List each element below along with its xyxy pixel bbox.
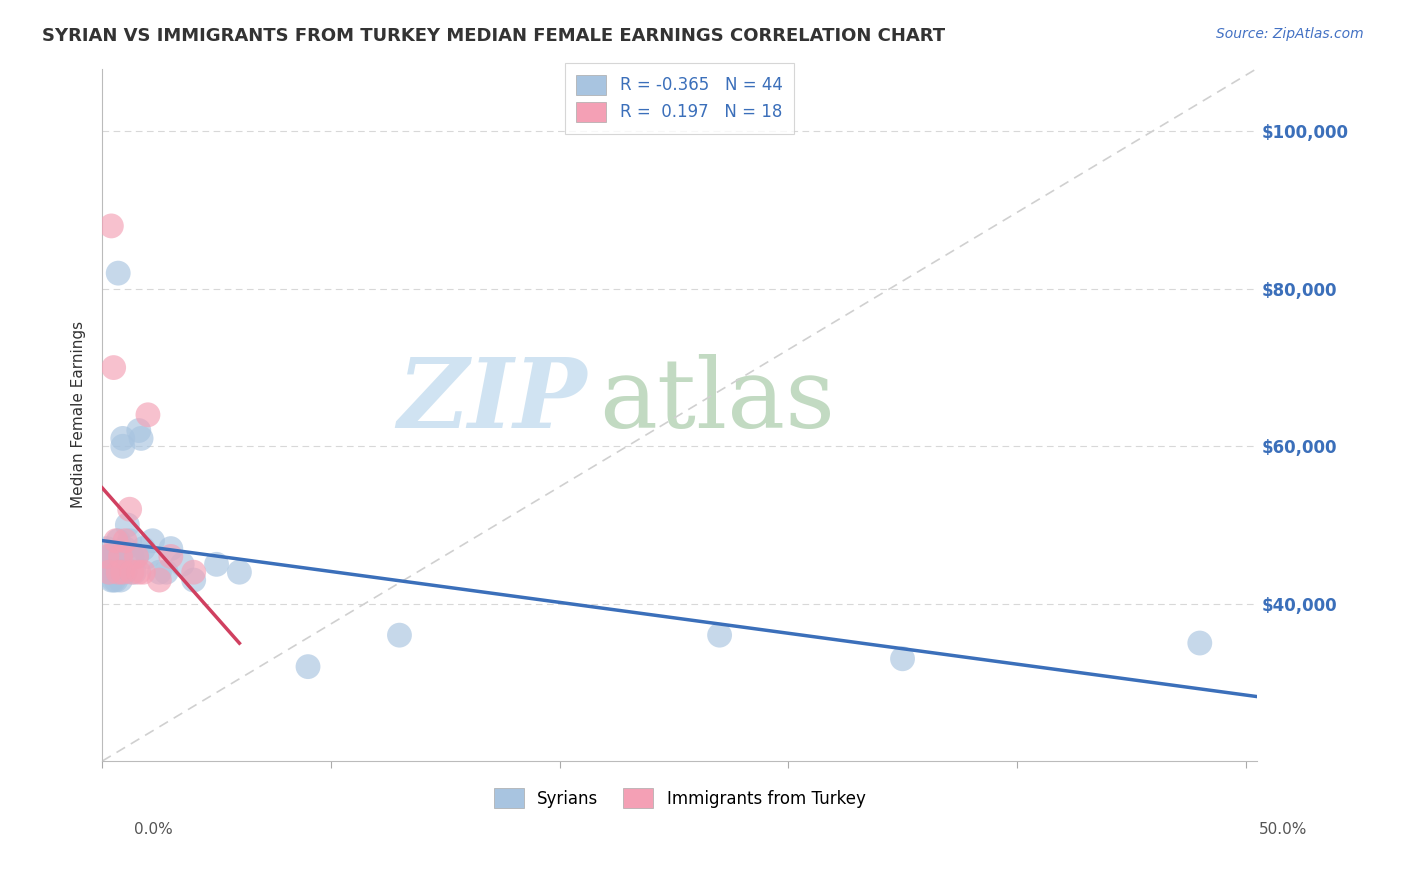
Point [104, 573, 127, 587]
Point [125, 549, 148, 564]
Point [891, 652, 914, 666]
Text: SYRIAN VS IMMIGRANTS FROM TURKEY MEDIAN FEMALE EARNINGS CORRELATION CHART: SYRIAN VS IMMIGRANTS FROM TURKEY MEDIAN … [42, 27, 945, 45]
Point [114, 565, 136, 579]
Point [114, 533, 136, 548]
Legend: Syrians, Immigrants from Turkey: Syrians, Immigrants from Turkey [486, 781, 872, 815]
Point [107, 266, 129, 280]
Point [96, 549, 118, 564]
Point [118, 502, 141, 516]
Text: 50.0%: 50.0% [1260, 822, 1308, 837]
Point [118, 533, 141, 548]
Point [103, 565, 125, 579]
Point [129, 431, 152, 445]
Point [111, 439, 134, 453]
Point [183, 573, 205, 587]
Point [132, 565, 155, 579]
Point [159, 549, 181, 564]
Point [117, 518, 139, 533]
Point [110, 549, 132, 564]
Point [388, 628, 411, 642]
Text: Source: ZipAtlas.com: Source: ZipAtlas.com [1216, 27, 1364, 41]
Point [172, 558, 194, 572]
Point [111, 565, 134, 579]
Point [297, 659, 319, 673]
Y-axis label: Median Female Earnings: Median Female Earnings [72, 321, 86, 508]
Point [107, 533, 129, 548]
Point [103, 549, 125, 564]
Point [98, 565, 121, 579]
Point [104, 565, 127, 579]
Point [100, 219, 122, 233]
Point [103, 558, 125, 572]
Point [228, 565, 250, 579]
Point [709, 628, 731, 642]
Point [107, 565, 129, 579]
Point [148, 565, 170, 579]
Point [96, 541, 118, 556]
Point [183, 565, 205, 579]
Point [104, 549, 127, 564]
Point [103, 573, 125, 587]
Point [128, 565, 150, 579]
Point [136, 549, 159, 564]
Point [111, 431, 134, 445]
Point [159, 541, 181, 556]
Text: 0.0%: 0.0% [134, 822, 173, 837]
Point [128, 424, 150, 438]
Point [132, 541, 155, 556]
Point [148, 573, 170, 587]
Point [114, 541, 136, 556]
Point [110, 573, 132, 587]
Point [136, 408, 159, 422]
Point [100, 549, 122, 564]
Point [125, 549, 148, 564]
Point [121, 549, 143, 564]
Text: atlas: atlas [599, 354, 835, 448]
Point [121, 565, 143, 579]
Point [110, 565, 132, 579]
Point [98, 565, 121, 579]
Point [98, 549, 121, 564]
Point [155, 565, 177, 579]
Point [100, 573, 122, 587]
Point [1188, 636, 1211, 650]
Point [122, 565, 145, 579]
Point [100, 558, 122, 572]
Point [104, 533, 127, 548]
Point [110, 549, 132, 564]
Text: ZIP: ZIP [398, 354, 588, 448]
Point [205, 558, 228, 572]
Point [103, 360, 125, 375]
Point [141, 533, 163, 548]
